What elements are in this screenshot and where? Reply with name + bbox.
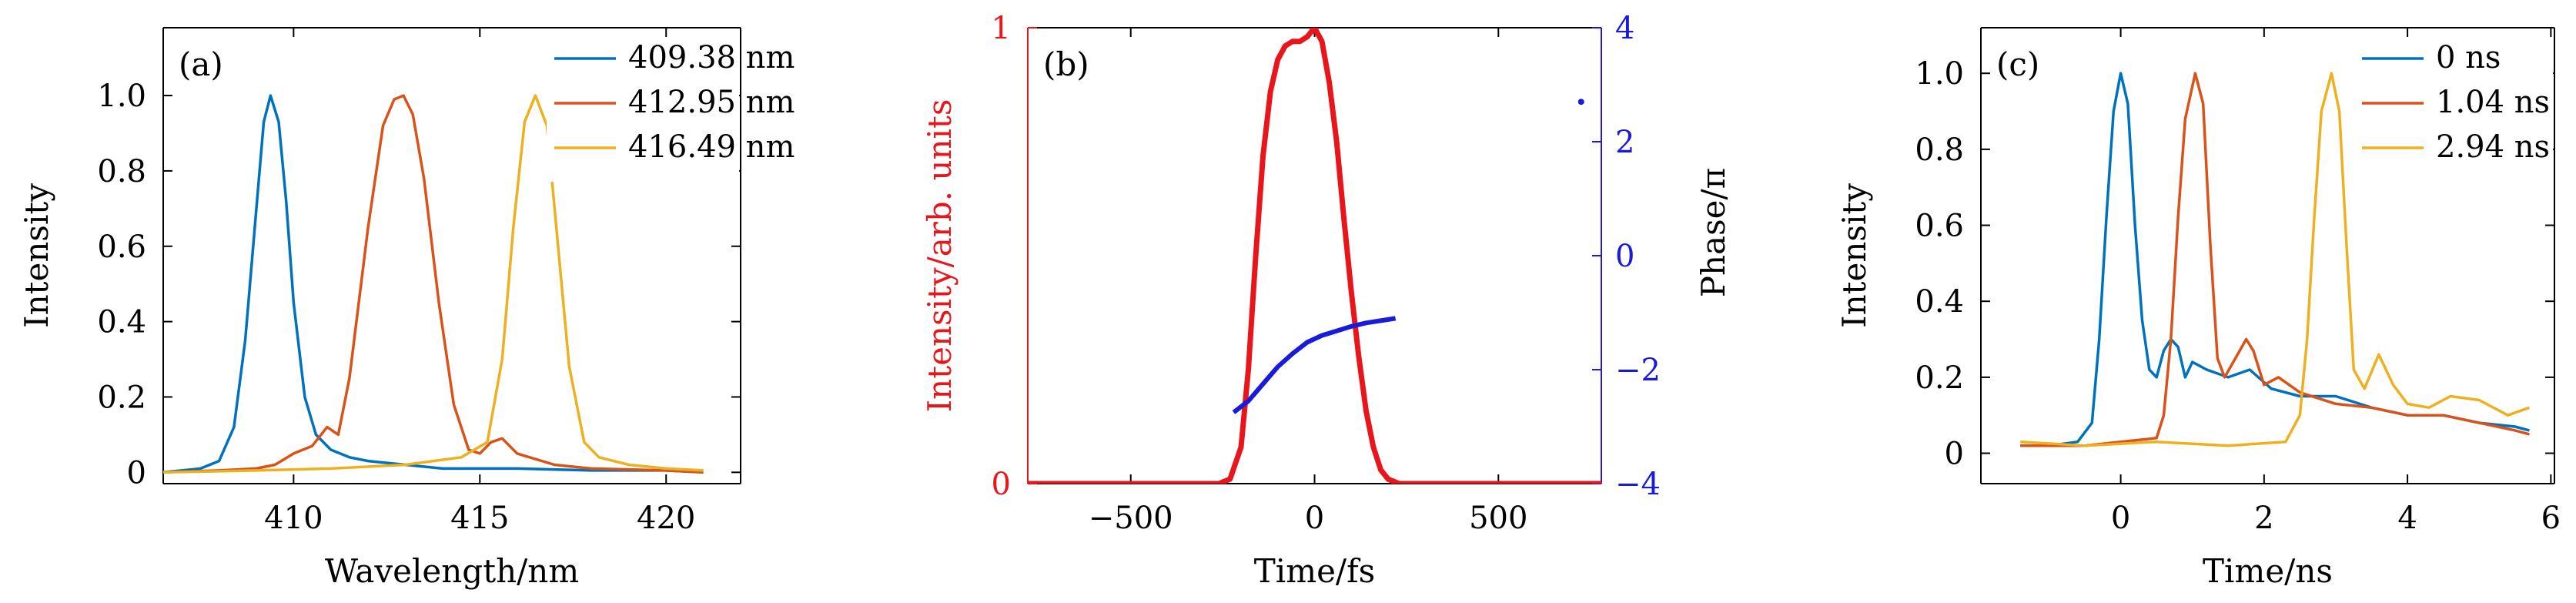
y-tick-label: 1.0 xyxy=(97,79,146,114)
y-axis-label: Intensity/arb. units xyxy=(921,99,958,413)
legend-entry: 409.38 nm xyxy=(628,40,795,75)
y-tick-label: 0 xyxy=(992,467,1011,502)
x-tick-label: 6 xyxy=(2541,501,2561,536)
y-tick-label-right: −2 xyxy=(1615,353,1661,388)
y-tick-label: 0.4 xyxy=(1915,284,1964,320)
x-axis-label: Time/fs xyxy=(1254,552,1375,590)
x-tick-label: 410 xyxy=(264,501,323,536)
y-tick-label-right: −4 xyxy=(1615,467,1661,502)
series-line-phase xyxy=(1232,316,1397,414)
y-axis-label: Intensity xyxy=(18,183,55,328)
x-tick-label: 2 xyxy=(2254,501,2273,536)
x-tick-label: −500 xyxy=(1089,501,1173,536)
y-tick-label: 0 xyxy=(127,455,146,491)
legend-entry: 416.49 nm xyxy=(628,129,795,165)
series-line-2 xyxy=(2020,72,2530,447)
series-line-2 xyxy=(163,94,704,474)
x-tick-label: 420 xyxy=(637,501,695,536)
y-axis-label-right: Phase/π xyxy=(1694,168,1732,298)
series-line-1 xyxy=(163,94,704,474)
series-point-phase xyxy=(1577,99,1584,106)
x-axis-label: Time/ns xyxy=(2203,552,2333,590)
y-tick-label-right: 2 xyxy=(1615,125,1634,160)
panel-label: (a) xyxy=(179,45,223,83)
y-tick-label: 0.8 xyxy=(1915,132,1964,168)
panel-label: (b) xyxy=(1043,45,1089,83)
legend-entry: 1.04 ns xyxy=(2436,85,2550,120)
x-tick-label: 0 xyxy=(2111,501,2130,536)
legend-entry: 412.95 nm xyxy=(628,85,795,120)
x-tick-label: 4 xyxy=(2397,501,2417,536)
x-axis-label: Wavelength/nm xyxy=(325,552,579,590)
x-tick-label: 0 xyxy=(1305,501,1324,536)
panel-label: (c) xyxy=(1996,45,2039,83)
y-tick-label: 1 xyxy=(992,11,1011,46)
y-tick-label: 0.4 xyxy=(97,305,146,340)
y-tick-label: 0.2 xyxy=(97,380,146,415)
x-tick-label: 500 xyxy=(1469,501,1527,536)
legend-box xyxy=(547,37,739,182)
x-tick-label: 415 xyxy=(450,501,509,536)
y-tick-label-right: 0 xyxy=(1615,239,1634,274)
y-axis-label: Intensity xyxy=(1835,183,1873,328)
legend-entry: 2.94 ns xyxy=(2436,129,2550,165)
y-tick-label: 1.0 xyxy=(1915,56,1964,92)
legend-entry: 0 ns xyxy=(2436,40,2501,75)
y-tick-label: 0.6 xyxy=(97,229,146,265)
series-line-1 xyxy=(2020,72,2530,447)
y-tick-label: 0.2 xyxy=(1915,360,1964,396)
legend-box xyxy=(2354,37,2553,182)
series-line-0 xyxy=(163,94,704,474)
y-tick-label: 0.8 xyxy=(97,154,146,189)
y-tick-label: 0 xyxy=(1945,437,1964,472)
series-line-0 xyxy=(1028,28,1601,484)
y-tick-label-right: 4 xyxy=(1615,11,1634,46)
y-tick-label: 0.6 xyxy=(1915,209,1964,244)
